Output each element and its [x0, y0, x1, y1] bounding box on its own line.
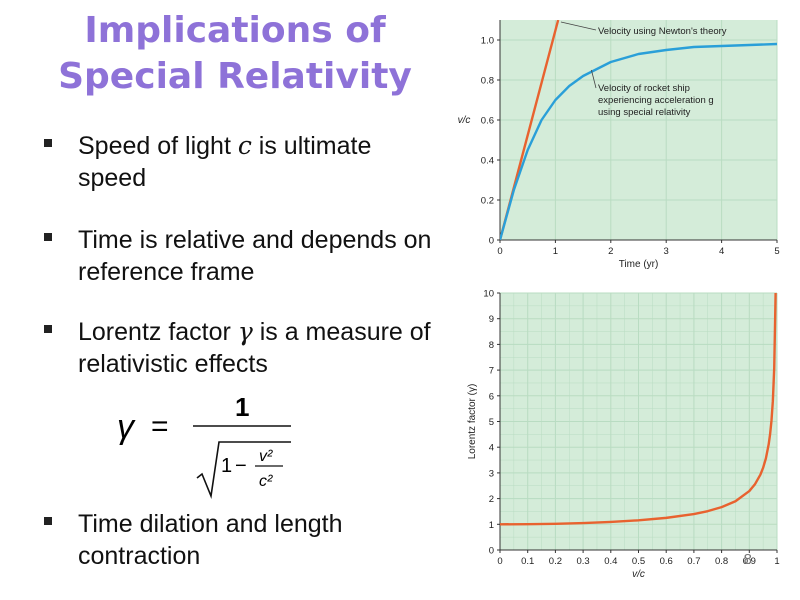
x-tick-label: 0.7 — [687, 556, 700, 567]
page-number: 8 — [743, 551, 752, 568]
x-tick-label: 0 — [497, 246, 502, 257]
bullet-marker — [44, 139, 52, 147]
x-tick-label: 3 — [664, 246, 669, 257]
x-tick-label: 0.2 — [549, 556, 562, 567]
bullet-marker — [44, 325, 52, 333]
y-tick-label: 0.6 — [481, 116, 494, 127]
y-axis-label: v/c — [458, 115, 471, 126]
x-axis-label: Time (yr) — [619, 259, 659, 270]
relativity-velocity-line — [500, 42, 777, 240]
y-axis-label: Lorentz factor (γ) — [467, 384, 478, 460]
x-tick-label: 4 — [719, 246, 724, 257]
y-tick-label: 0 — [489, 546, 494, 557]
bullet-marker — [44, 233, 52, 241]
x-tick-label: 0 — [497, 556, 502, 567]
formula-gamma: γ — [117, 408, 136, 446]
formula-one: 1 — [221, 455, 232, 477]
y-tick-label: 0.4 — [481, 156, 494, 167]
formula-v2: v² — [259, 448, 273, 465]
bullet-text: is ultimate speed — [78, 132, 372, 192]
bullet-marker — [44, 517, 52, 525]
math-var-c: c — [237, 131, 252, 160]
bullet-text: is a measure of relativistic effects — [78, 318, 431, 378]
x-tick-label: 0.9 — [743, 556, 756, 567]
lorentz-factor-line — [500, 293, 777, 526]
y-tick-label: 0.2 — [481, 196, 494, 207]
y-tick-label: 6 — [489, 391, 494, 402]
y-tick-label: 2 — [489, 494, 494, 505]
velocity-time-chart: 0 1 2 3 4 5 0 0.2 0.4 0.6 0.8 1.0 Time (yr) v/c Veloci… — [458, 20, 780, 270]
x-tick-label: 1 — [553, 246, 558, 257]
series-group — [500, 293, 777, 526]
y-tick-label: 1.0 — [481, 36, 494, 47]
math-var-gamma: γ — [237, 317, 253, 346]
formula-minus: − — [235, 455, 247, 477]
x-tick-label: 0.4 — [604, 556, 617, 567]
title-line-2: Special Relativity — [58, 56, 412, 97]
annotation-leader-newton — [560, 21, 597, 31]
y-tick-label: 10 — [483, 289, 494, 300]
y-tick-label: 0.8 — [481, 76, 494, 87]
bullet-text: Lorentz factor — [78, 318, 238, 346]
y-tick-label: 7 — [489, 366, 494, 377]
annotation-leader-relativity — [591, 69, 597, 89]
sqrt-sign — [196, 441, 291, 500]
x-tick-label: 0.1 — [521, 556, 534, 567]
lorentz-formula: γ = 1 1 − v² c² — [117, 392, 291, 500]
annotation-relativity-1: Velocity of rocket ship — [598, 83, 690, 94]
y-tick-label: 5 — [489, 417, 494, 428]
x-tick-label: 1 — [774, 556, 779, 567]
y-tick-label: 9 — [489, 314, 494, 325]
formula-c2: c² — [259, 473, 273, 490]
y-tick-label: 4 — [489, 443, 494, 454]
x-tick-label: 0.6 — [660, 556, 673, 567]
y-tick-label: 1 — [489, 520, 494, 531]
annotation-relativity-2: experiencing acceleration g — [598, 95, 714, 106]
slide-title: Implications of Special Relativity — [0, 8, 470, 100]
x-tick-label: 5 — [774, 246, 779, 257]
series-group — [500, 20, 777, 240]
y-tick-label: 3 — [489, 468, 494, 479]
formula-equals: = — [151, 410, 169, 443]
x-tick-label: 2 — [608, 246, 613, 257]
formula-numerator: 1 — [235, 392, 249, 422]
plot-background — [500, 20, 777, 240]
title-line-1: Implications of — [84, 10, 386, 51]
lorentz-factor-chart: 0 0.1 0.2 0.3 0.4 0.5 0.6 0.7 0.8 0.9 101234567891… — [467, 289, 780, 581]
bullet-text: Speed of light — [78, 132, 238, 160]
x-tick-label: 0.5 — [632, 556, 645, 567]
annotation-relativity-3: using special relativity — [598, 107, 691, 118]
annotation-newton: Velocity using Newton's theory — [598, 26, 727, 37]
bullet-text: Time is relative and depends on referenc… — [78, 226, 432, 286]
x-tick-label: 0.8 — [715, 556, 728, 567]
y-tick-label: 8 — [489, 340, 494, 351]
bullet-text: Time dilation and length contraction — [78, 510, 343, 570]
y-tick-label: 0 — [489, 236, 494, 247]
x-tick-label: 0.3 — [576, 556, 589, 567]
x-axis-label: v/c — [632, 569, 645, 580]
